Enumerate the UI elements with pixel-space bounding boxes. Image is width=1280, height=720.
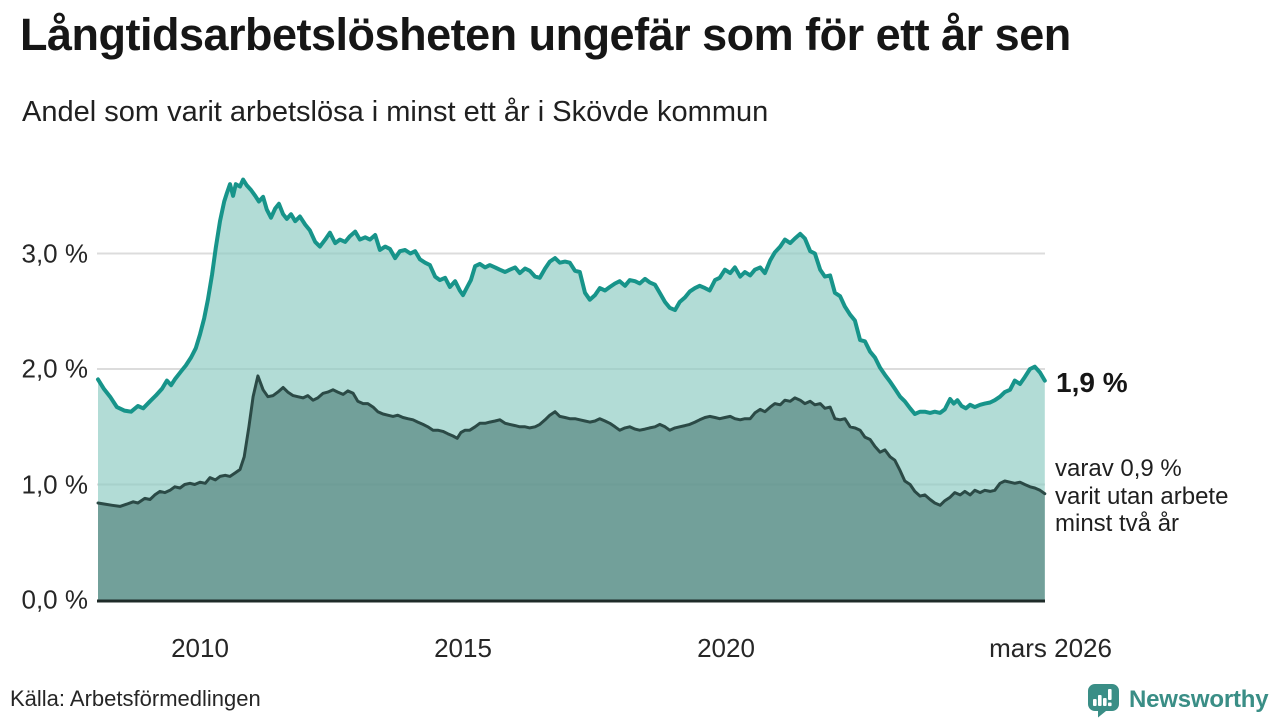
y-axis-label: 1,0 % (21, 469, 89, 499)
series-line-two_years (96, 374, 1047, 508)
page-subtitle: Andel som varit arbetslösa i minst ett å… (22, 96, 769, 128)
newsworthy-logo-text: Newsworthy (1129, 686, 1269, 713)
y-axis-label: 2,0 % (21, 353, 89, 384)
x-axis-label: 2010 (171, 633, 229, 663)
page-title: Långtidsarbetslösheten ungefär som för e… (20, 9, 1071, 60)
newsworthy-logo: Newsworthy (1086, 682, 1269, 718)
source-credit: Källa: Arbetsförmedlingen (10, 686, 261, 711)
series-line-one_year (96, 177, 1047, 416)
x-axis-label: 2015 (434, 633, 492, 663)
series-end-note: varav 0,9 % varit utan arbete minst två … (1055, 455, 1229, 537)
area-fill-two_years (98, 375, 1045, 600)
y-axis-label: 3,0 % (21, 238, 89, 268)
x-axis-label: 2020 (697, 633, 755, 663)
x-axis-label: mars 2026 (989, 633, 1112, 663)
y-axis-label: 0,0 % (21, 584, 89, 615)
newsworthy-bubble-chart-icon (1086, 682, 1121, 718)
series-end-value-label: 1,9 % (1056, 367, 1128, 398)
